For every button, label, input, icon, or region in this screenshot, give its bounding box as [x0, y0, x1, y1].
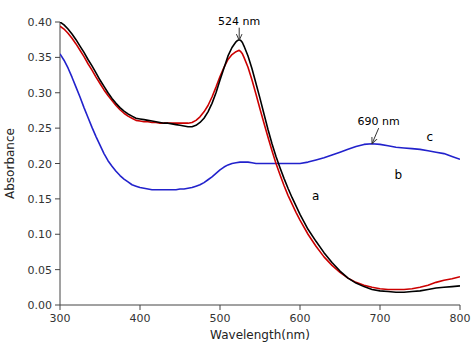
x-tick-label: 600 [290, 312, 311, 325]
x-tick [460, 305, 461, 310]
annotation-arrow [239, 28, 240, 41]
chart: 300 400 500 600 700 800 0.00 0.05 0.10 0.15 0.20 0.… [0, 0, 474, 347]
y-tick-label: 0.05 [28, 264, 53, 277]
x-axis-label: Wavelength(nm) [210, 328, 310, 342]
y-tick-label: 0.15 [28, 193, 53, 206]
y-tick [55, 198, 60, 199]
y-tick [55, 92, 60, 93]
y-tick [55, 163, 60, 164]
y-tick [55, 57, 60, 58]
annotation: 524 nm [218, 15, 260, 28]
line [60, 22, 460, 292]
y-tick [55, 234, 60, 235]
y-tick-label: 0.30 [28, 87, 53, 100]
line [60, 26, 460, 289]
y-axis-label: Absorbance [3, 128, 17, 199]
x-tick [60, 305, 61, 310]
y-tick-label: 0.40 [28, 16, 53, 29]
y-tick [55, 128, 60, 129]
axes: 300 400 500 600 700 800 0.00 0.05 0.10 0.15 0.20 0.… [28, 16, 471, 325]
y-tick-label: 0.25 [28, 122, 53, 135]
x-tick-label: 700 [370, 312, 391, 325]
annotation-arrow [372, 128, 379, 144]
x-tick-label: 500 [210, 312, 231, 325]
annotation: 690 nm [358, 115, 400, 128]
annotations: 524 nm 690 nm a b c [218, 15, 433, 204]
x-tick-label: 400 [130, 312, 151, 325]
curve-label: b [394, 168, 402, 182]
y-tick-label: 0.10 [28, 228, 53, 241]
x-tick [300, 305, 301, 310]
plot-area [60, 22, 460, 292]
x-tick [220, 305, 221, 310]
y-tick-label: 0.00 [28, 299, 53, 312]
curve-label: a [312, 189, 319, 203]
x-tick-label: 800 [450, 312, 471, 325]
x-tick [380, 305, 381, 310]
x-tick [140, 305, 141, 310]
x-tick-label: 300 [50, 312, 71, 325]
y-tick-label: 0.35 [28, 51, 53, 64]
x-axis-line [60, 305, 460, 306]
curve-label: c [426, 130, 433, 144]
line [60, 54, 460, 190]
y-tick [55, 269, 60, 270]
y-tick-label: 0.20 [28, 158, 53, 171]
y-tick [55, 22, 60, 23]
y-tick [55, 305, 60, 306]
